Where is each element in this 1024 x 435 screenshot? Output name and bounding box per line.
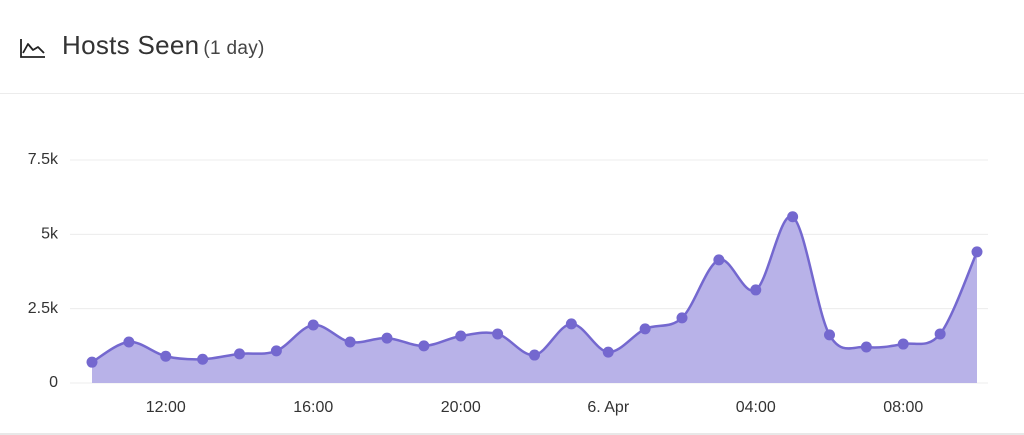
point: [197, 353, 209, 365]
point: [860, 341, 872, 353]
point: [418, 340, 430, 352]
y-tick-label: 2.5k: [28, 300, 59, 317]
point: [455, 330, 467, 342]
point: [234, 348, 245, 360]
point: [602, 346, 614, 358]
point: [381, 332, 393, 344]
card-header: Hosts Seen (1 day): [0, 0, 1024, 94]
point: [713, 254, 725, 266]
x-tick-label: 04:00: [736, 399, 776, 416]
chart-title: Hosts Seen: [62, 30, 200, 60]
y-tick-label: 7.5k: [28, 151, 59, 168]
point: [824, 329, 835, 341]
point: [344, 336, 356, 348]
point: [86, 356, 98, 368]
point: [123, 336, 135, 348]
point: [160, 350, 172, 362]
point: [492, 328, 504, 340]
point: [750, 284, 762, 296]
point: [897, 338, 909, 350]
x-tick-label: 16:00: [293, 399, 333, 416]
x-tick-label: 6. Apr: [587, 399, 629, 416]
x-tick-label: 20:00: [441, 399, 481, 416]
point: [307, 319, 319, 331]
y-tick-label: 5k: [41, 226, 59, 243]
point: [529, 349, 540, 361]
point: [639, 323, 651, 335]
area: [92, 216, 977, 383]
point: [676, 312, 688, 324]
y-tick-label: 0: [49, 374, 58, 391]
point: [934, 328, 946, 340]
x-tick-label: 08:00: [883, 399, 923, 416]
line: [91, 215, 979, 364]
x-tick-label: 12:00: [146, 399, 186, 416]
point: [270, 345, 282, 357]
chart-icon: [20, 39, 45, 58]
title-wrap: Hosts Seen (1 day): [62, 30, 265, 61]
point: [971, 246, 983, 258]
point: [565, 318, 577, 330]
chart-subtitle: (1 day): [203, 38, 265, 59]
point: [787, 211, 799, 223]
